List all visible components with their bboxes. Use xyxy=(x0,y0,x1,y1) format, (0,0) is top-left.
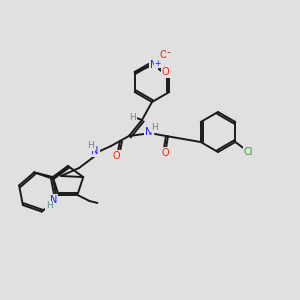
Text: O: O xyxy=(161,148,169,158)
Text: O: O xyxy=(112,151,120,161)
Text: N: N xyxy=(50,195,57,205)
Text: +: + xyxy=(154,58,161,68)
Text: H: H xyxy=(151,122,158,131)
Text: N: N xyxy=(150,60,158,70)
Text: H: H xyxy=(130,112,136,122)
Text: H: H xyxy=(46,201,53,210)
Text: N: N xyxy=(91,146,99,156)
Text: -: - xyxy=(167,47,171,57)
Text: O: O xyxy=(162,67,169,77)
Text: H: H xyxy=(88,142,94,151)
Text: N: N xyxy=(145,127,153,137)
Text: O: O xyxy=(160,50,167,60)
Text: Cl: Cl xyxy=(244,147,253,157)
